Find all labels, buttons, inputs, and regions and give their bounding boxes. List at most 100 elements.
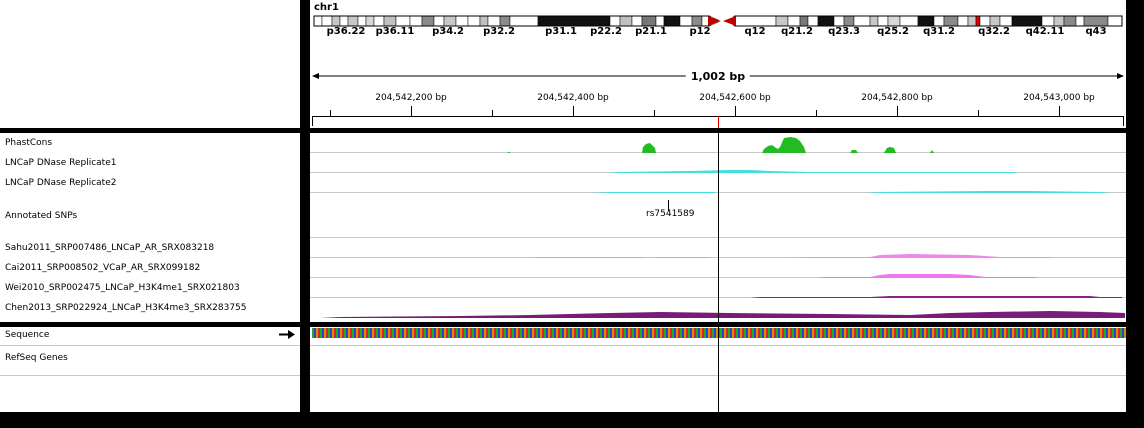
sequence-base — [576, 328, 578, 338]
sequence-base — [604, 328, 606, 338]
sequence-base — [442, 328, 444, 338]
sequence-track[interactable] — [310, 328, 1126, 338]
sequence-base — [934, 328, 936, 338]
ideogram-band — [833, 15, 845, 27]
sequence-base — [846, 328, 848, 338]
track-label-annotated-snps[interactable]: Annotated SNPs — [5, 211, 78, 221]
sequence-base — [768, 328, 770, 338]
sequence-base — [638, 328, 640, 338]
ideogram-band — [691, 15, 703, 27]
strand-arrow-icon[interactable] — [278, 329, 296, 340]
sequence-base — [1060, 328, 1062, 338]
sequence-base — [418, 328, 420, 338]
sequence-base — [804, 328, 806, 338]
track-label-sahu2011[interactable]: Sahu2011_SRP007486_LNCaP_AR_SRX083218 — [5, 243, 215, 253]
sequence-base — [558, 328, 560, 338]
sahu2011-track[interactable] — [310, 238, 1126, 258]
sequence-base — [794, 328, 796, 338]
sequence-base — [1094, 328, 1096, 338]
sequence-base — [662, 328, 664, 338]
sequence-base — [582, 328, 584, 338]
track-label-phastcons[interactable]: PhastCons — [5, 138, 53, 148]
band-label: q31.2 — [923, 26, 955, 37]
ideogram-band — [975, 15, 981, 27]
sequence-base — [1022, 328, 1024, 338]
band-label: p36.11 — [375, 26, 415, 37]
dnase-rep1-track[interactable] — [310, 153, 1126, 173]
sequence-base — [1088, 328, 1090, 338]
sequence-base — [958, 328, 960, 338]
sequence-base — [864, 328, 866, 338]
ideogram-band — [321, 15, 333, 27]
sequence-base — [446, 328, 448, 338]
sequence-base — [396, 328, 398, 338]
sequence-base — [370, 328, 372, 338]
cai2011-track[interactable] — [310, 258, 1126, 278]
sequence-base — [780, 328, 782, 338]
ideogram-band — [313, 15, 323, 27]
wei2010-track[interactable] — [310, 278, 1126, 298]
track-label-wei2010[interactable]: Wei2010_SRP002475_LNCaP_H3K4me1_SRX02180… — [5, 283, 240, 293]
ideogram-band — [817, 15, 835, 27]
snp-marker[interactable] — [668, 200, 669, 211]
sequence-base — [754, 328, 756, 338]
track-label-dnase-rep1[interactable]: LNCaP DNase Replicate1 — [5, 158, 117, 168]
ideogram-band — [373, 15, 385, 27]
band-label: p22.2 — [590, 26, 622, 37]
track-label-refseq-genes[interactable]: RefSeq Genes — [5, 353, 68, 363]
track-label-cai2011[interactable]: Cai2011_SRP008502_VCaP_AR_SRX099182 — [5, 263, 201, 273]
sequence-base — [594, 328, 596, 338]
sequence-base — [776, 328, 778, 338]
sequence-base — [364, 328, 366, 338]
sequence-base — [494, 328, 496, 338]
sequence-base — [548, 328, 550, 338]
sequence-base — [482, 328, 484, 338]
ideogram-band — [887, 15, 901, 27]
sequence-base — [698, 328, 700, 338]
phastcons-track[interactable] — [310, 133, 1126, 153]
sequence-base — [524, 328, 526, 338]
sequence-base — [476, 328, 478, 338]
sequence-base — [488, 328, 490, 338]
span-label: 1,002 bp — [685, 70, 751, 83]
sequence-base — [538, 328, 540, 338]
sequence-base — [828, 328, 830, 338]
ruler-tick-label: 204,542,800 bp — [861, 93, 933, 103]
sequence-base — [324, 328, 326, 338]
sequence-base — [314, 328, 316, 338]
sequence-base — [962, 328, 964, 338]
chen2013-track[interactable] — [310, 298, 1126, 322]
sequence-base — [346, 328, 348, 338]
sequence-base — [586, 328, 588, 338]
ideogram[interactable] — [310, 14, 1126, 28]
sequence-base — [818, 328, 820, 338]
sequence-base — [728, 328, 730, 338]
signal-area — [530, 254, 1055, 258]
sequence-base — [1090, 328, 1092, 338]
sequence-base — [496, 328, 498, 338]
sequence-base — [700, 328, 702, 338]
ruler-minor-tick — [654, 110, 655, 116]
dnase-rep2-track[interactable] — [310, 173, 1126, 193]
ideogram-band — [409, 15, 423, 27]
sequence-base — [518, 328, 520, 338]
ideogram-band — [365, 15, 375, 27]
sequence-base — [480, 328, 482, 338]
track-label-dnase-rep2[interactable]: LNCaP DNase Replicate2 — [5, 178, 117, 188]
sequence-base — [456, 328, 458, 338]
ideogram-band — [787, 15, 801, 27]
sequence-base — [322, 328, 324, 338]
sequence-base — [572, 328, 574, 338]
sequence-base — [620, 328, 622, 338]
sequence-base — [584, 328, 586, 338]
track-label-sequence[interactable]: Sequence — [5, 330, 50, 340]
sequence-base — [722, 328, 724, 338]
sequence-base — [492, 328, 494, 338]
sequence-base — [416, 328, 418, 338]
ideogram-band — [383, 15, 397, 27]
sequence-base — [928, 328, 930, 338]
track-label-chen2013[interactable]: Chen2013_SRP022924_LNCaP_H3K4me3_SRX2837… — [5, 303, 247, 313]
sequence-base — [688, 328, 690, 338]
band-label: q43 — [1085, 26, 1107, 37]
sequence-base — [536, 328, 538, 338]
